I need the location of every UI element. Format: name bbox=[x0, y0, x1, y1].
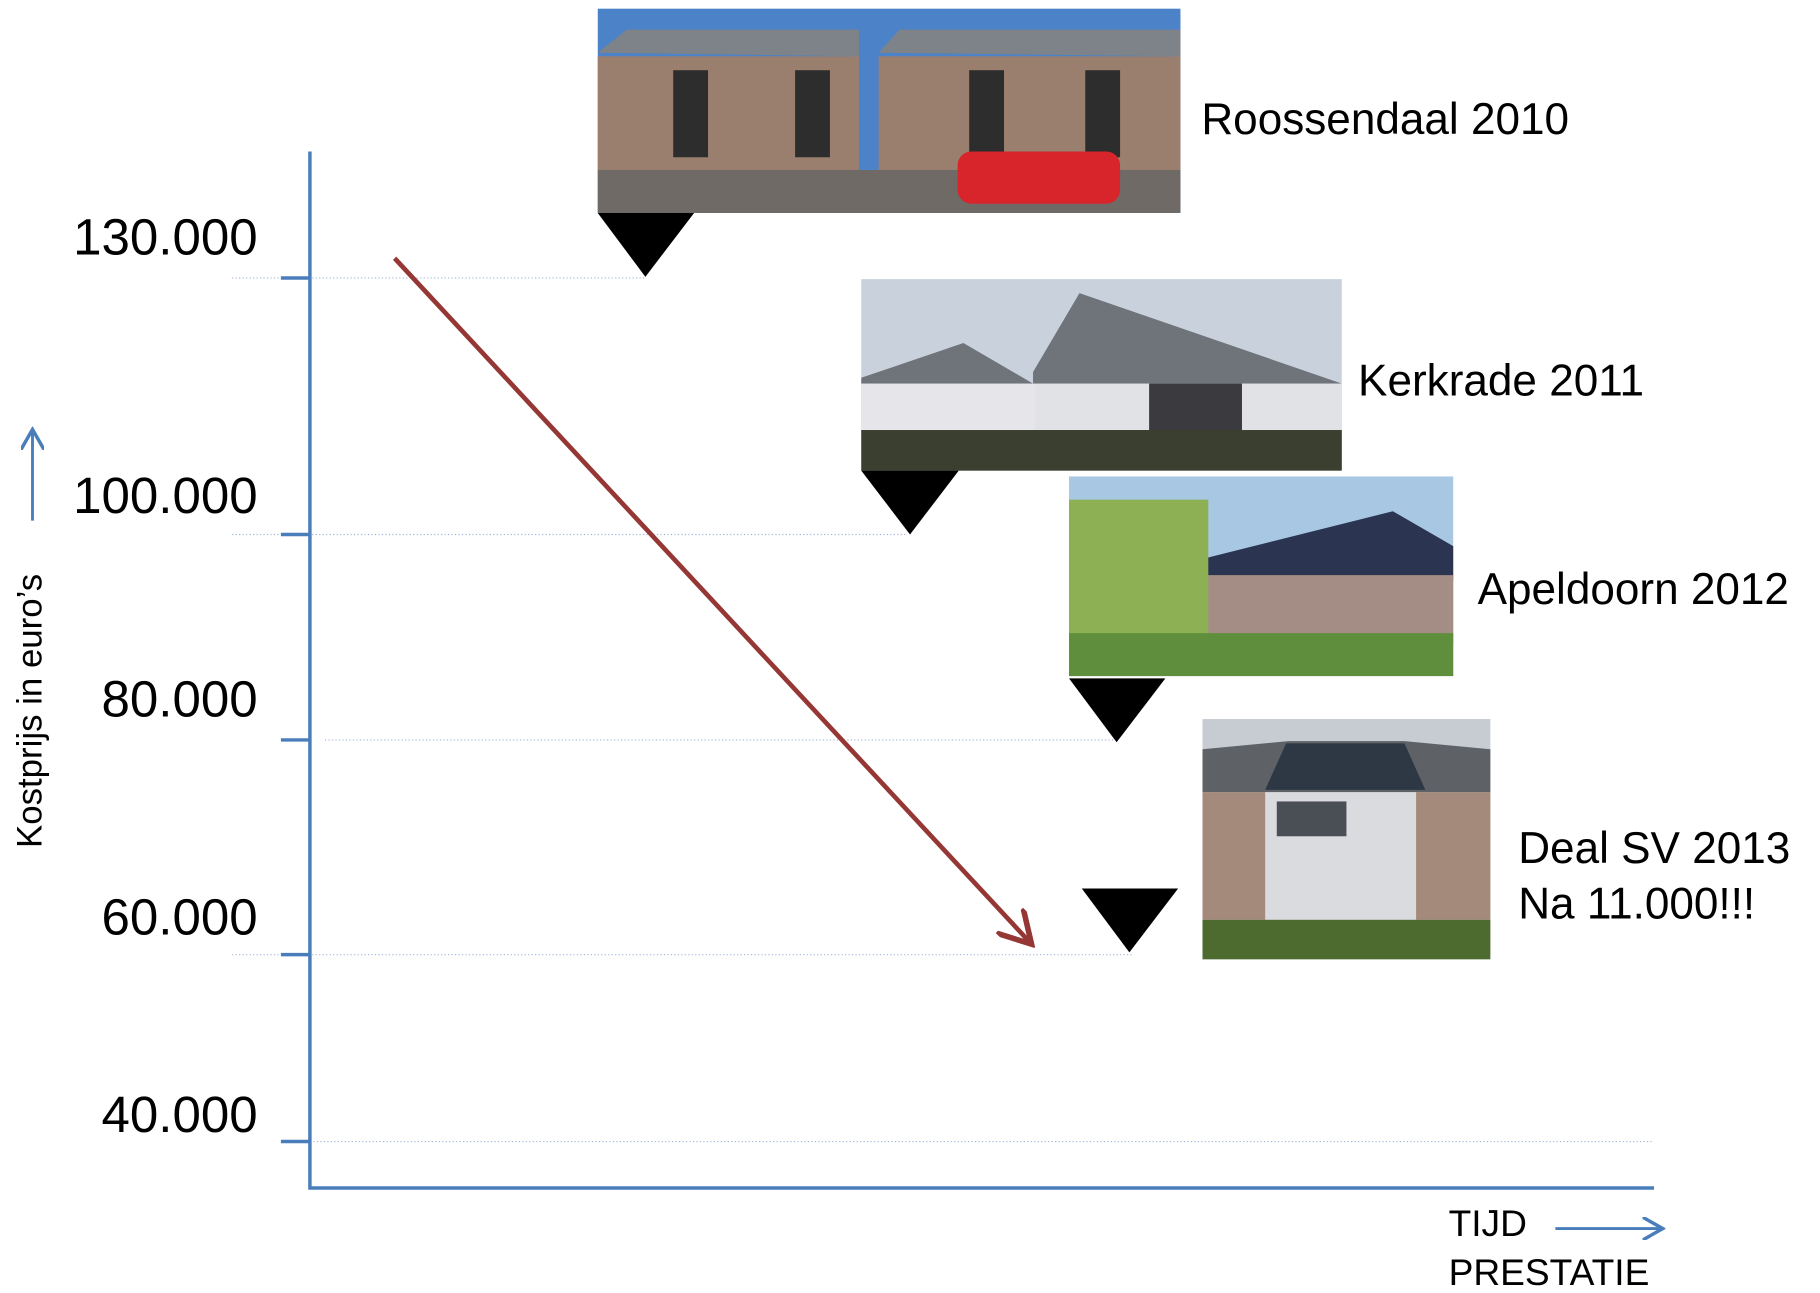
project-label: Kerkrade 2011 bbox=[1358, 356, 1644, 405]
x-axis-title: TIJD bbox=[1449, 1202, 1527, 1244]
y-tick-label: 100.000 bbox=[73, 467, 258, 524]
photo-deal-sv bbox=[1202, 719, 1491, 960]
photo-apeldoorn bbox=[1069, 476, 1454, 677]
y-axis-title: Kostprijs in euro’s bbox=[11, 574, 50, 848]
grid bbox=[232, 277, 1655, 1143]
axes bbox=[308, 151, 1655, 1190]
photo-kerkrade bbox=[861, 279, 1342, 471]
photo-roossendaal bbox=[597, 8, 1181, 213]
y-tick-label: 60.000 bbox=[101, 888, 257, 945]
marker-triangle bbox=[1081, 888, 1179, 953]
marker-triangle bbox=[861, 470, 959, 535]
x-axis-title: PRESTATIE bbox=[1449, 1251, 1650, 1293]
project-label: Na 11.000!!! bbox=[1518, 880, 1755, 929]
y-tick-label: 130.000 bbox=[73, 208, 258, 265]
project-label: Apeldoorn 2012 bbox=[1478, 565, 1789, 614]
marker-triangle bbox=[597, 212, 695, 277]
y-tick-label: 80.000 bbox=[101, 670, 257, 727]
project-label: Deal SV 2013 bbox=[1518, 824, 1790, 873]
project-label: Roossendaal 2010 bbox=[1201, 95, 1569, 144]
trend-arrow bbox=[392, 256, 1029, 941]
y-tick-label: 40.000 bbox=[101, 1086, 257, 1143]
ticks bbox=[280, 276, 310, 1144]
marker-triangle bbox=[1069, 678, 1166, 743]
